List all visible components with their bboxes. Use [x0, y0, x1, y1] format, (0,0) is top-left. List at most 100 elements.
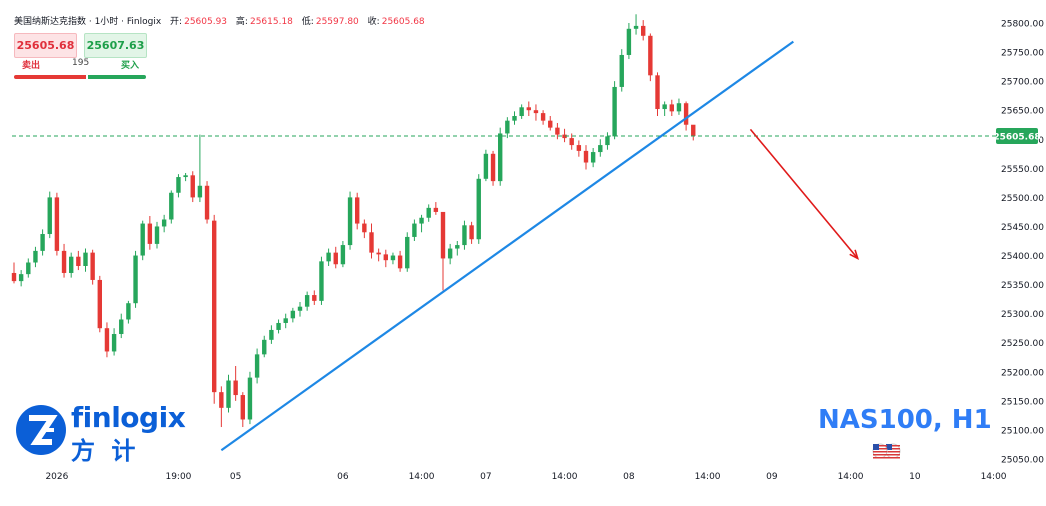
candle-body: [462, 225, 467, 246]
forecast-arrow: [749, 128, 859, 259]
buy-price-button[interactable]: 25607.63: [84, 33, 147, 58]
candles: [11, 14, 696, 428]
candle-body: [340, 245, 346, 265]
brand-en: finlogix: [71, 401, 186, 434]
candle-body: [76, 256, 81, 266]
forecast-arrow-head: [849, 249, 860, 261]
candle-body: [247, 377, 253, 420]
y-tick-label: 25650.00: [1001, 107, 1044, 117]
sell-label[interactable]: 卖出: [22, 61, 41, 71]
x-tick-label: 14:00: [695, 472, 721, 482]
y-tick-label: 25300.00: [1001, 310, 1044, 320]
candle-body: [240, 395, 245, 420]
candle-body: [648, 35, 653, 76]
candle-body: [390, 255, 396, 261]
x-tick-label: 05: [230, 472, 241, 482]
y-tick-label: 25150.00: [1001, 397, 1044, 407]
current-price-tag: [996, 127, 1038, 144]
x-tick-label: 06: [337, 472, 349, 482]
candle-body: [505, 120, 510, 134]
candle-body: [612, 86, 617, 137]
candle-body: [347, 197, 353, 246]
price-axis[interactable]: 25050.00 25100.00 25150.00 25200.00 25250.00…: [1001, 20, 1044, 466]
candle-body: [590, 152, 596, 163]
spread-value: 195: [72, 58, 90, 68]
candle-body: [490, 153, 496, 182]
candle-body: [555, 127, 560, 135]
candle-body: [47, 197, 52, 235]
y-tick-label: 25400.00: [1001, 252, 1044, 262]
candle-body: [533, 110, 539, 114]
candle-body: [18, 274, 24, 282]
candle-body: [269, 329, 274, 340]
candle-body: [362, 223, 367, 233]
candle-body: [212, 220, 217, 393]
candle-body: [633, 25, 639, 29]
candle-body: [548, 120, 553, 128]
x-tick-label: 09: [766, 472, 778, 482]
candle-body: [54, 197, 60, 251]
candle-body: [512, 116, 517, 121]
candle-body: [154, 226, 160, 244]
candle-body: [254, 354, 260, 378]
candle-body: [176, 177, 181, 193]
symbol-watermark: NAS100, H1: [818, 405, 992, 435]
candle-body: [183, 175, 188, 178]
candle-body: [97, 279, 102, 329]
candle-body: [312, 295, 317, 301]
candle-body: [376, 252, 381, 255]
low-label: 低:: [301, 17, 314, 27]
candle-body: [161, 219, 167, 227]
candle-body: [655, 75, 660, 110]
candle-body: [40, 234, 45, 251]
candle-body: [262, 339, 267, 355]
candle-body: [540, 113, 546, 121]
x-tick-label: 14:00: [838, 472, 864, 482]
candle-body: [33, 250, 38, 263]
x-tick-label: 14:00: [409, 472, 435, 482]
us-flag-icon: [872, 443, 901, 459]
candle-body: [576, 145, 582, 151]
close-label: 收:: [367, 17, 380, 27]
y-tick-label: 25500.00: [1001, 194, 1044, 204]
candle-body: [219, 392, 224, 408]
y-tick-label: 25200.00: [1001, 368, 1044, 378]
candle-body: [119, 319, 124, 335]
candle-body: [605, 136, 610, 146]
low-value: 25597.80: [315, 17, 359, 27]
brand-cn: 方 计: [71, 437, 140, 465]
time-axis[interactable]: 2026 19:00 05 06 14:00 07 14:00 08 14:00 09 14:00 1…: [45, 472, 1006, 482]
candle-body: [290, 310, 296, 319]
y-tick-label: 25550.00: [1001, 165, 1044, 175]
buy-ratio-bar: [88, 75, 146, 79]
candle-body: [226, 380, 231, 408]
candle-body: [333, 252, 338, 265]
candle-body: [355, 197, 360, 224]
current-price-label: 25605.68: [993, 132, 1040, 142]
y-tick-label: 25450.00: [1001, 223, 1044, 233]
buy-label[interactable]: 买入: [121, 61, 140, 71]
candle-body: [369, 232, 374, 253]
y-tick-label: 25350.00: [1001, 281, 1044, 291]
candle-body: [319, 261, 324, 301]
close-value: 25605.68: [381, 17, 425, 27]
candle-body: [11, 272, 17, 282]
x-tick-label: 19:00: [165, 472, 191, 482]
trendline: [220, 40, 794, 452]
ohlc-header: 美国纳斯达克指数 · 1小时 · Finlogix 开: 25605.93 高: 2…: [14, 14, 425, 27]
sell-price-button[interactable]: 25605.68: [14, 33, 77, 58]
candle-body: [140, 223, 145, 256]
candle-body: [583, 150, 589, 163]
candle-body: [662, 104, 667, 110]
candle-body: [304, 295, 310, 307]
open-label: 开:: [170, 17, 183, 27]
sell-ratio-bar: [14, 75, 86, 79]
candle-body: [641, 25, 646, 36]
candle-body: [69, 256, 74, 273]
candle-body: [562, 134, 567, 139]
x-tick-label: 2026: [45, 472, 68, 482]
candle-body: [61, 250, 67, 273]
candle-body: [447, 248, 453, 259]
candle-body: [419, 217, 424, 224]
